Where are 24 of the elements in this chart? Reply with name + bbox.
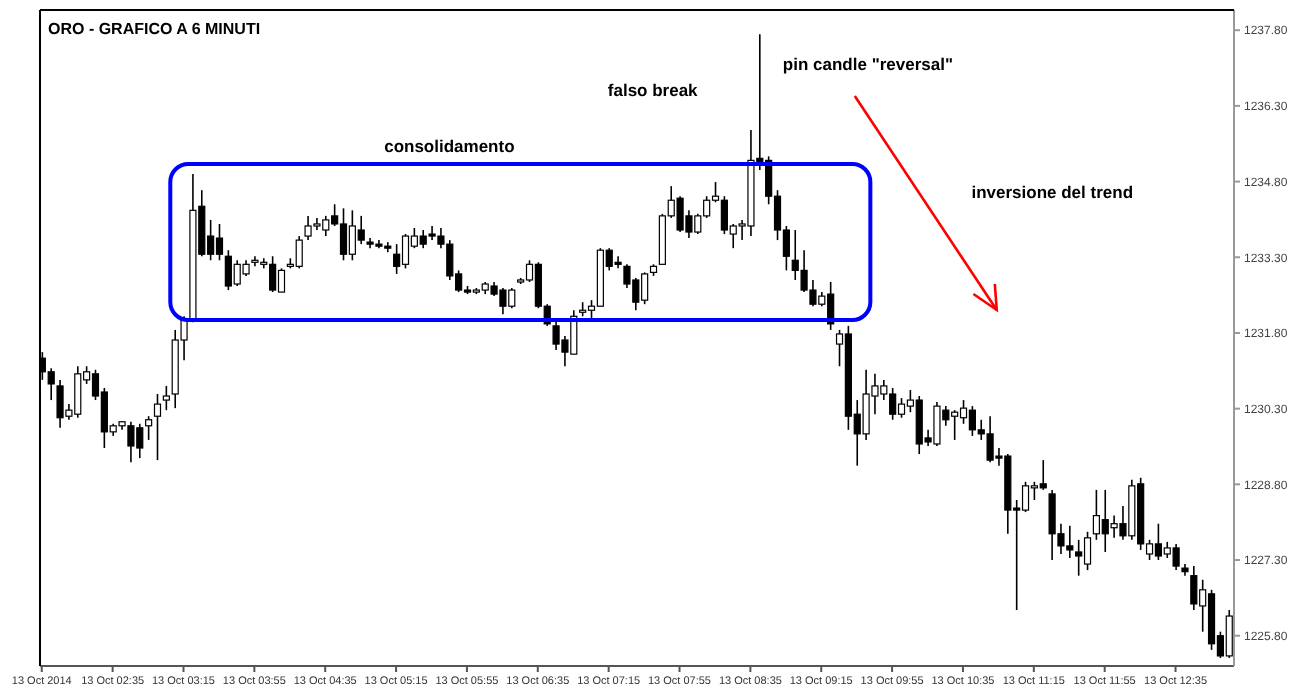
candlestick [401, 233, 410, 270]
annotation: consolidamento [384, 136, 515, 156]
candlestick [393, 243, 401, 275]
candlestick [1190, 565, 1198, 611]
candlestick [1225, 609, 1233, 659]
candlestick [959, 399, 968, 425]
candlestick [339, 207, 348, 262]
candlestick [614, 255, 622, 270]
candlestick [897, 397, 906, 419]
candlestick [277, 267, 286, 293]
candlestick [1075, 539, 1083, 577]
candlestick [1039, 459, 1047, 491]
candlestick [162, 385, 170, 411]
candlestick [153, 393, 162, 461]
annotation: falso break [607, 80, 699, 100]
annotation: pin candle "reversal" [782, 54, 953, 74]
annotation: inversione del trend [971, 182, 1134, 202]
text: ORO - GRAFICO A 6 MINUTI [48, 20, 261, 38]
candlestick [295, 235, 303, 270]
candlestick [1172, 543, 1180, 571]
candlestick [1021, 481, 1030, 513]
candlestick [1083, 530, 1092, 571]
candlestick [215, 223, 224, 262]
candlestick [145, 415, 153, 441]
